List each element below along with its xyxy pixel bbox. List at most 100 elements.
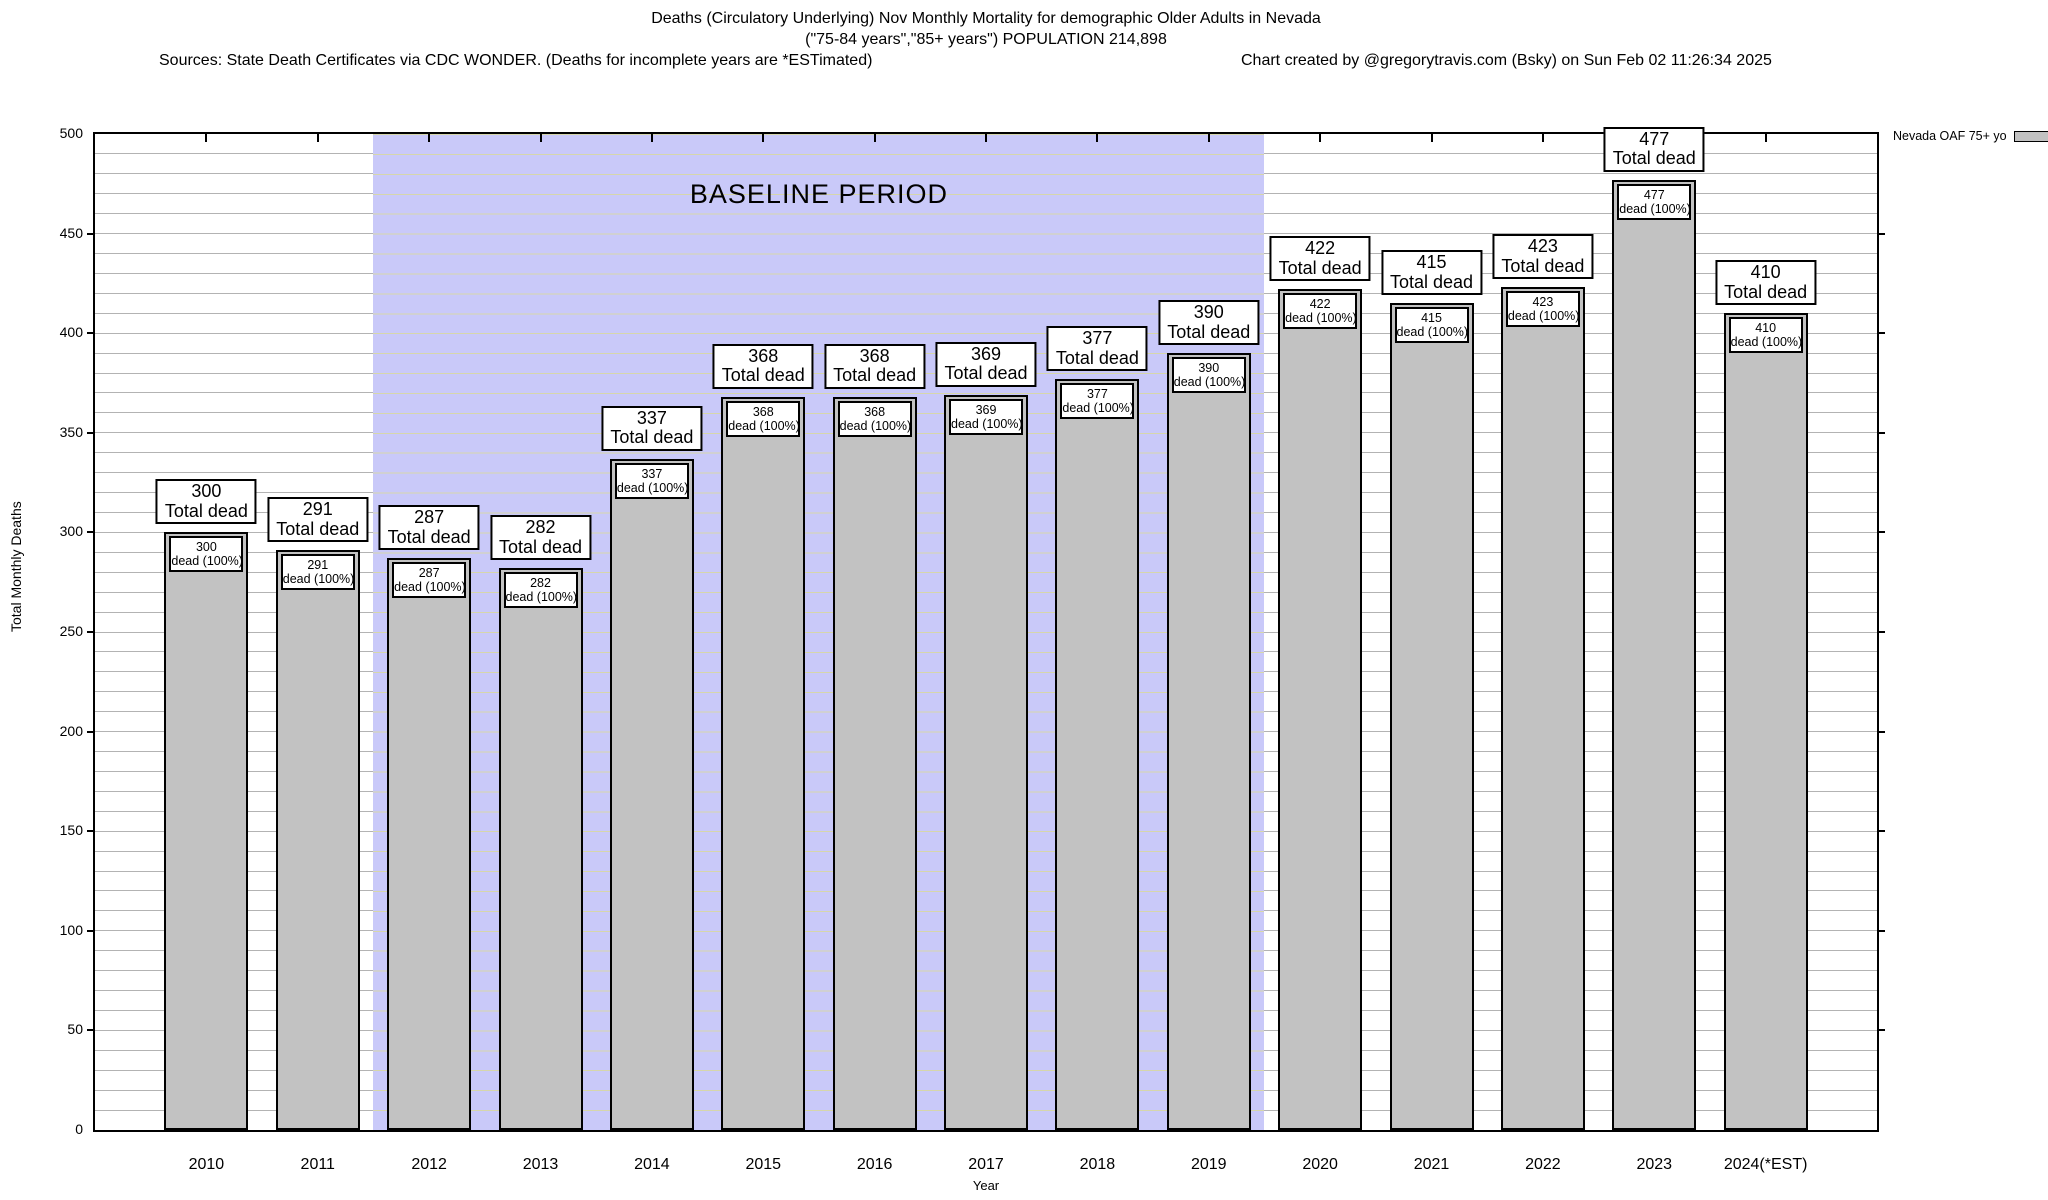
bar-count-label: 477 dead (100%) xyxy=(1617,183,1692,220)
bar-count-label: 369 dead (100%) xyxy=(949,398,1023,435)
bar-total-suffix: Total dead xyxy=(610,427,694,448)
bar-count-value: 410 xyxy=(1755,321,1777,336)
y-axis-tick xyxy=(87,332,93,335)
bar-total-value: 410 xyxy=(1750,262,1781,283)
y-tick-label: 100 xyxy=(59,921,83,938)
x-axis-top-tick xyxy=(985,134,987,142)
bar-total-label: 291 Total dead xyxy=(267,497,369,543)
y-tick-label: 300 xyxy=(59,523,83,540)
y-tick-label: 500 xyxy=(59,125,83,141)
y-tick-label: 0 xyxy=(75,1121,83,1137)
x-axis-top-tick xyxy=(1207,134,1210,142)
y-axis-tick xyxy=(87,431,93,434)
bar-count-suffix: dead (100%) xyxy=(1507,309,1580,324)
x-tick-label: 2013 xyxy=(522,1156,559,1173)
y-axis-tick xyxy=(87,830,93,833)
x-tick-label: 2011 xyxy=(300,1156,335,1173)
x-tick-label: 2016 xyxy=(856,1156,893,1173)
bar-count-suffix: dead (100%) xyxy=(282,572,355,587)
x-axis-top-tick xyxy=(539,134,542,142)
y-tick-label: 150 xyxy=(59,822,83,839)
bar-total-value: 368 xyxy=(748,345,779,366)
bar-total-suffix: Total dead xyxy=(276,518,360,539)
bar-total-label: 410 Total dead xyxy=(1715,260,1817,306)
x-tick-label: 2024(*EST) xyxy=(1723,1156,1808,1173)
bar-total-label: 377 Total dead xyxy=(1046,326,1148,372)
bar-count-value: 415 xyxy=(1421,311,1442,326)
y-axis-tick xyxy=(1879,431,1885,434)
legend-swatch xyxy=(2013,130,2048,142)
plot-area: Year BASELINE PERIOD 0 50 100 150 200 250 300 35… xyxy=(60,125,1885,1193)
bar-count-label: 422 dead (100%) xyxy=(1283,293,1358,330)
bar xyxy=(387,558,472,1130)
y-tick-label: 400 xyxy=(59,324,83,341)
bar-count-value: 422 xyxy=(1309,297,1331,312)
y-axis-tick xyxy=(87,232,93,235)
x-tick-label: 2022 xyxy=(1525,1156,1561,1173)
y-tick-label: 450 xyxy=(59,224,83,241)
bar-total-label: 337 Total dead xyxy=(601,405,703,451)
bar xyxy=(944,394,1028,1130)
credit-note: Chart created by @gregorytravis.com (Bsk… xyxy=(1241,52,1772,69)
bar xyxy=(1500,287,1585,1130)
bar-total-suffix: Total dead xyxy=(1278,257,1362,278)
sources-note: Sources: State Death Certificates via CD… xyxy=(159,52,873,69)
chart-subtitle: ("75-84 years","85+ years") POPULATION 2… xyxy=(805,31,1167,48)
bar-total-suffix: Total dead xyxy=(1501,255,1585,276)
y-axis-tick xyxy=(1879,232,1885,235)
bar-count-label: 337 dead (100%) xyxy=(614,462,689,499)
x-axis-top-tick xyxy=(1096,134,1099,142)
bar-count-label: 287 dead (100%) xyxy=(392,562,467,599)
bar-total-suffix: Total dead xyxy=(833,365,917,386)
bar-count-value: 337 xyxy=(641,466,663,481)
bar xyxy=(1389,303,1474,1130)
x-axis-top-tick xyxy=(316,134,319,142)
y-axis-tick xyxy=(1879,929,1885,932)
y-axis-tick xyxy=(1879,332,1885,335)
x-axis-top-tick xyxy=(205,134,208,142)
x-axis-top-tick xyxy=(650,134,653,142)
bar-total-value: 377 xyxy=(1082,328,1113,349)
bar-count-suffix: dead (100%) xyxy=(1062,401,1134,416)
bar-count-label: 282 dead (100%) xyxy=(503,572,578,609)
legend: Nevada OAF 75+ yo xyxy=(1893,129,2048,143)
bar-count-suffix: dead (100%) xyxy=(616,480,689,495)
bar xyxy=(721,396,806,1130)
y-axis-tick xyxy=(87,631,93,633)
bar-count-suffix: dead (100%) xyxy=(394,580,466,595)
bar-count-label: 291 dead (100%) xyxy=(280,554,355,591)
bar-total-suffix: Total dead xyxy=(387,526,471,547)
bar-total-value: 422 xyxy=(1305,238,1336,259)
bar-total-label: 368 Total dead xyxy=(712,343,814,389)
bar-total-label: 390 Total dead xyxy=(1158,300,1260,346)
bar xyxy=(832,396,917,1130)
bar xyxy=(1612,179,1697,1130)
bar-total-label: 415 Total dead xyxy=(1380,250,1483,296)
bar-total-label: 368 Total dead xyxy=(824,343,926,389)
x-axis-top-tick xyxy=(873,134,876,142)
x-tick-label: 2014 xyxy=(634,1156,670,1173)
bar-count-suffix: dead (100%) xyxy=(1619,201,1691,216)
y-tick-label: 50 xyxy=(67,1021,83,1038)
y-axis-tick xyxy=(87,531,93,534)
bar-total-value: 282 xyxy=(525,517,556,538)
baseline-label: BASELINE PERIOD xyxy=(689,179,948,209)
y-axis-tick xyxy=(1879,1029,1885,1032)
bar-total-label: 423 Total dead xyxy=(1492,234,1594,280)
bar-count-label: 390 dead (100%) xyxy=(1171,357,1246,394)
bar-total-suffix: Total dead xyxy=(1612,148,1696,169)
bar xyxy=(1055,379,1140,1130)
bar-count-label: 377 dead (100%) xyxy=(1060,383,1135,420)
bar-total-value: 415 xyxy=(1416,252,1447,273)
bar xyxy=(609,458,694,1130)
bar-count-suffix: dead (100%) xyxy=(839,418,912,433)
bar-count-suffix: dead (100%) xyxy=(1396,325,1469,340)
x-axis-top-tick xyxy=(1319,134,1322,142)
bar-count-value: 287 xyxy=(418,566,440,581)
bar-total-value: 291 xyxy=(302,499,333,520)
bar-total-value: 337 xyxy=(636,407,667,428)
bar-total-value: 287 xyxy=(414,507,445,528)
x-axis-top-tick xyxy=(1430,134,1433,142)
x-axis-top-tick xyxy=(428,134,431,142)
bar-total-suffix: Total dead xyxy=(164,500,248,521)
